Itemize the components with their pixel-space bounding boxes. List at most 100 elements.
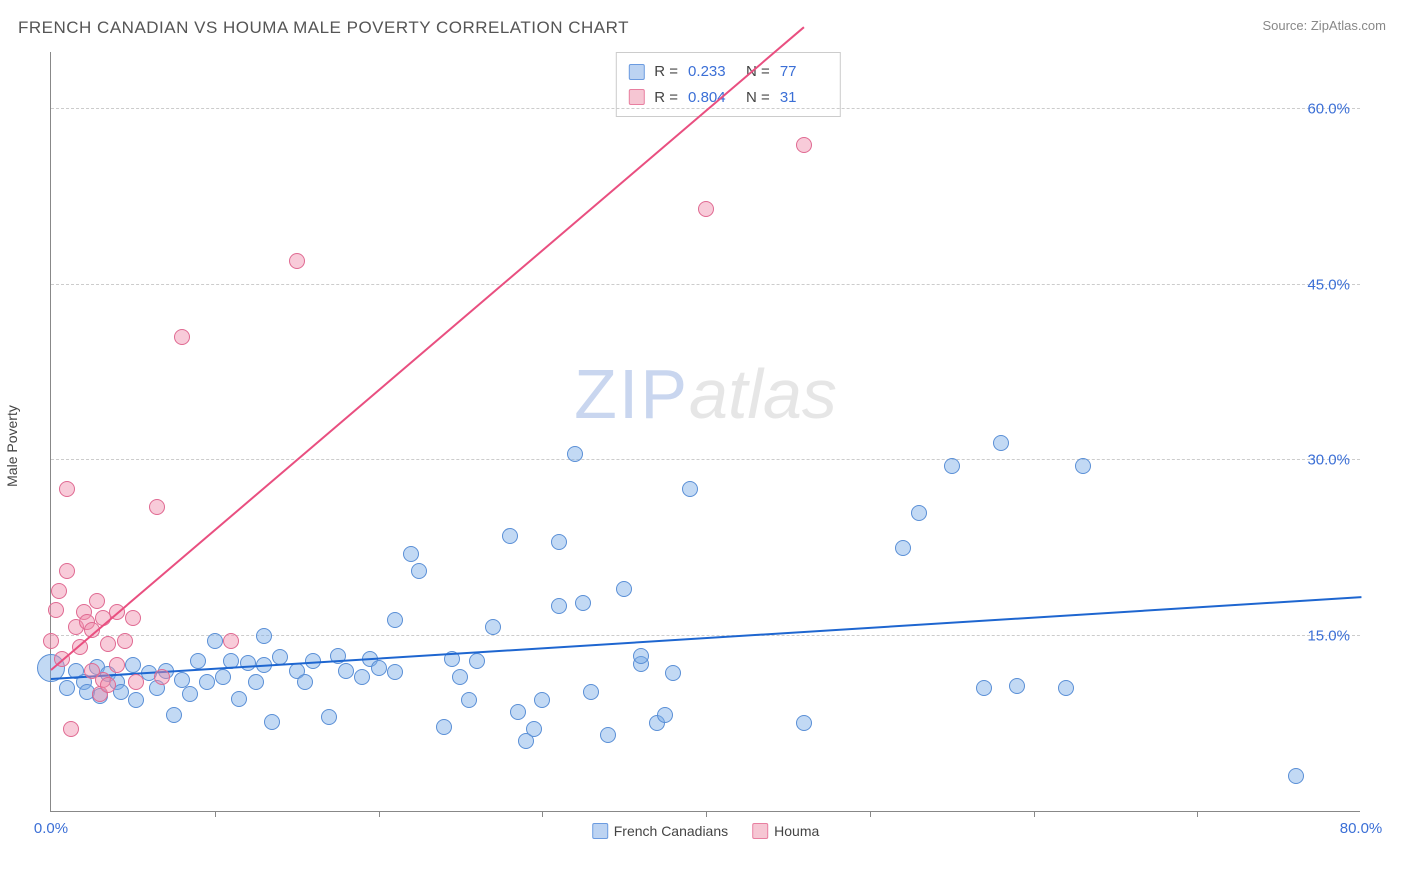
source-label: Source: ZipAtlas.com	[1262, 18, 1386, 33]
data-point	[387, 664, 403, 680]
swatch-series-b	[752, 823, 768, 839]
data-point	[698, 201, 714, 217]
data-point	[321, 709, 337, 725]
data-point	[166, 707, 182, 723]
data-point	[125, 657, 141, 673]
r-value-a: 0.233	[688, 59, 736, 85]
data-point	[199, 674, 215, 690]
swatch-series-a	[592, 823, 608, 839]
data-point	[633, 648, 649, 664]
data-point	[1075, 458, 1091, 474]
swatch-series-b	[628, 89, 644, 105]
stats-legend: R = 0.233 N = 77 R = 0.804 N = 31	[615, 52, 841, 117]
legend-label-a: French Canadians	[614, 823, 728, 839]
data-point	[51, 583, 67, 599]
data-point	[682, 481, 698, 497]
legend-item-b: Houma	[752, 823, 819, 839]
data-point	[174, 329, 190, 345]
data-point	[59, 563, 75, 579]
data-point	[149, 499, 165, 515]
x-minor-tick	[542, 811, 543, 817]
data-point	[190, 653, 206, 669]
x-minor-tick	[1197, 811, 1198, 817]
data-point	[207, 633, 223, 649]
data-point	[485, 619, 501, 635]
data-point	[461, 692, 477, 708]
stats-row-a: R = 0.233 N = 77	[628, 59, 828, 85]
data-point	[59, 481, 75, 497]
data-point	[387, 612, 403, 628]
data-point	[231, 691, 247, 707]
data-point	[89, 593, 105, 609]
data-point	[895, 540, 911, 556]
data-point	[911, 505, 927, 521]
data-point	[264, 714, 280, 730]
gridline	[51, 459, 1360, 460]
data-point	[526, 721, 542, 737]
data-point	[665, 665, 681, 681]
data-point	[117, 633, 133, 649]
plot-area: ZIPatlas R = 0.233 N = 77 R = 0.804 N = …	[50, 52, 1360, 812]
data-point	[240, 655, 256, 671]
data-point	[354, 669, 370, 685]
data-point	[63, 721, 79, 737]
y-tick-label: 15.0%	[1307, 627, 1350, 644]
data-point	[59, 680, 75, 696]
gridline	[51, 635, 1360, 636]
x-minor-tick	[870, 811, 871, 817]
data-point	[109, 657, 125, 673]
source-name: ZipAtlas.com	[1311, 18, 1386, 33]
data-point	[371, 660, 387, 676]
data-point	[976, 680, 992, 696]
x-tick-label: 0.0%	[34, 820, 68, 837]
data-point	[128, 674, 144, 690]
legend-label-b: Houma	[774, 823, 819, 839]
legend-item-a: French Canadians	[592, 823, 728, 839]
data-point	[289, 253, 305, 269]
y-axis-label: Male Poverty	[4, 405, 20, 487]
data-point	[182, 686, 198, 702]
data-point	[616, 581, 632, 597]
gridline	[51, 284, 1360, 285]
data-point	[796, 137, 812, 153]
watermark: ZIPatlas	[574, 354, 837, 434]
data-point	[657, 707, 673, 723]
n-value-b: 31	[780, 85, 828, 111]
data-point	[551, 534, 567, 550]
x-minor-tick	[1034, 811, 1035, 817]
x-minor-tick	[706, 811, 707, 817]
n-value-a: 77	[780, 59, 828, 85]
data-point	[154, 669, 170, 685]
y-tick-label: 45.0%	[1307, 276, 1350, 293]
watermark-zip: ZIP	[574, 355, 689, 433]
r-label: R =	[654, 85, 678, 111]
data-point	[338, 663, 354, 679]
data-point	[1058, 680, 1074, 696]
data-point	[1288, 768, 1304, 784]
data-point	[411, 563, 427, 579]
data-point	[100, 677, 116, 693]
data-point	[48, 602, 64, 618]
data-point	[993, 435, 1009, 451]
data-point	[534, 692, 550, 708]
chart-title: FRENCH CANADIAN VS HOUMA MALE POVERTY CO…	[18, 18, 629, 38]
source-prefix: Source:	[1262, 18, 1310, 33]
data-point	[944, 458, 960, 474]
legend-bottom: French Canadians Houma	[592, 823, 820, 839]
data-point	[125, 610, 141, 626]
data-point	[128, 692, 144, 708]
x-tick-label: 80.0%	[1340, 820, 1383, 837]
data-point	[436, 719, 452, 735]
trend-line	[51, 596, 1361, 680]
data-point	[510, 704, 526, 720]
x-minor-tick	[215, 811, 216, 817]
x-minor-tick	[379, 811, 380, 817]
data-point	[215, 669, 231, 685]
data-point	[796, 715, 812, 731]
watermark-atlas: atlas	[689, 355, 837, 433]
data-point	[600, 727, 616, 743]
y-tick-label: 30.0%	[1307, 452, 1350, 469]
data-point	[551, 598, 567, 614]
data-point	[567, 446, 583, 462]
data-point	[256, 628, 272, 644]
